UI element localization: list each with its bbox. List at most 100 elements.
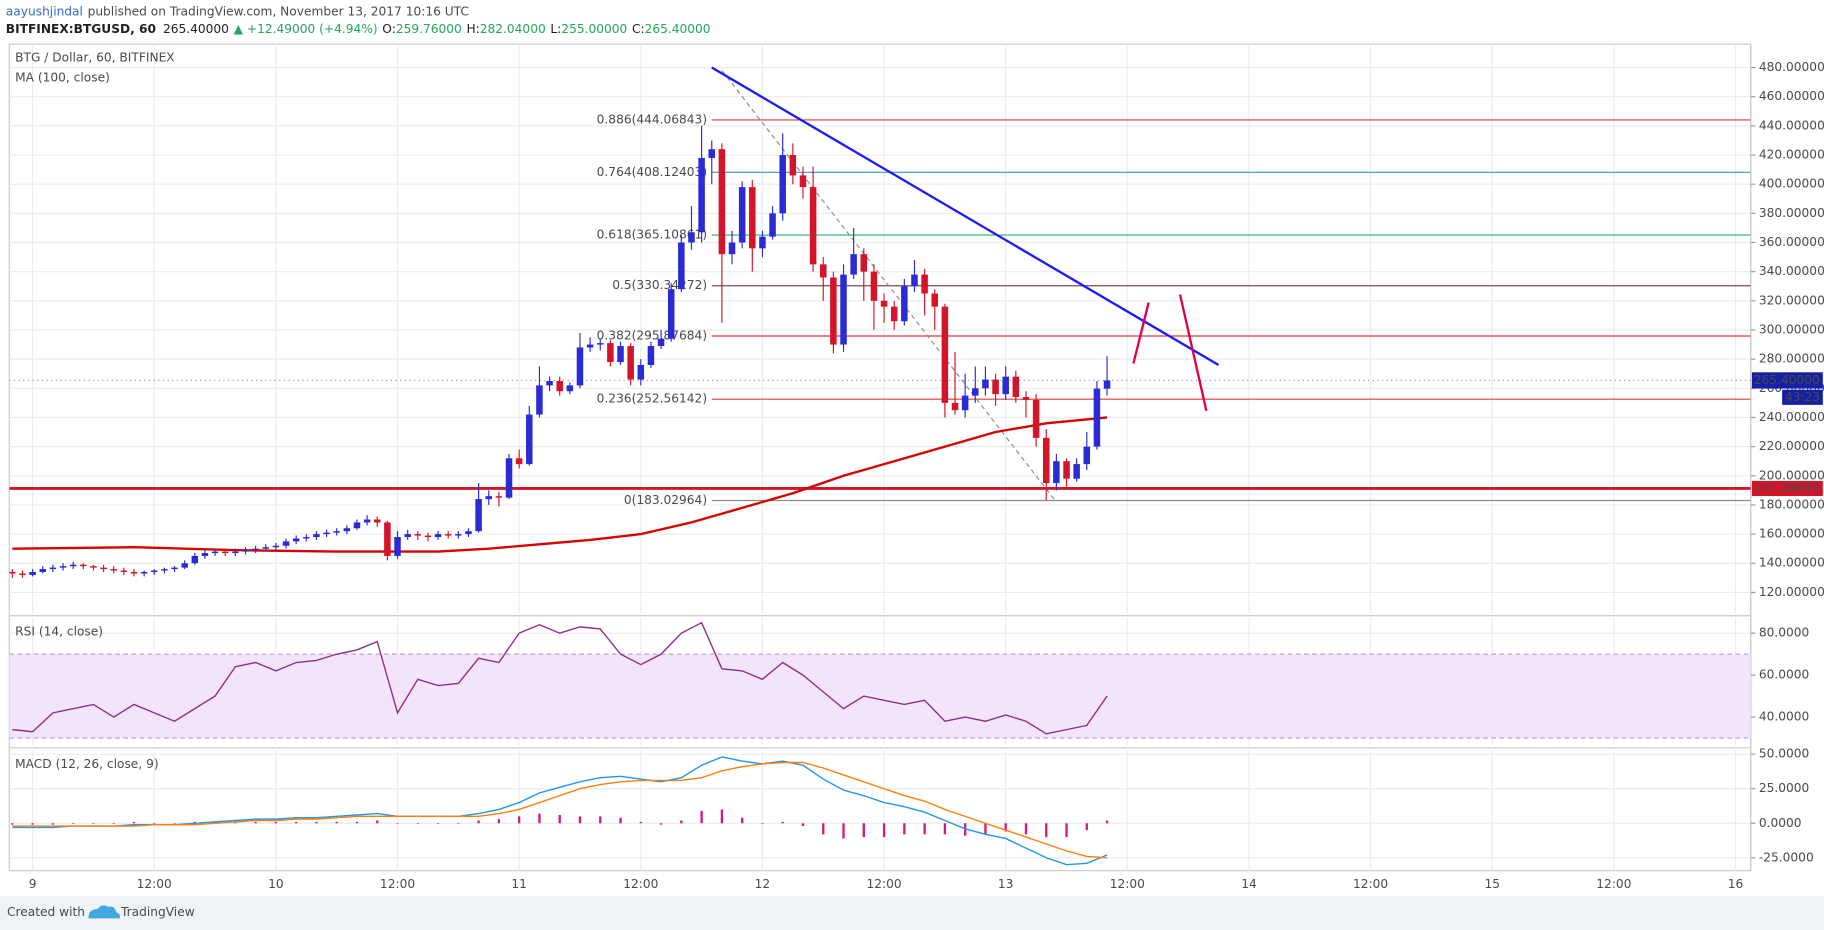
candle-body <box>9 571 16 574</box>
candle-body <box>1002 376 1009 395</box>
histogram-bar <box>436 823 440 824</box>
candle-body <box>586 344 594 348</box>
histogram-bar <box>923 823 926 835</box>
candle-body <box>505 458 513 498</box>
candle-body <box>171 567 178 570</box>
candle-body <box>657 338 665 347</box>
y-tick-label: 340.00000 <box>1759 264 1824 278</box>
fib-label: 0.382(295.87684) <box>597 328 707 342</box>
candle-body <box>911 274 918 287</box>
ohlc-label: O: <box>382 22 396 36</box>
candle-body <box>150 570 158 572</box>
candle-body <box>404 534 411 538</box>
candle-body <box>262 547 270 549</box>
x-tick-label: 16 <box>1728 877 1744 891</box>
x-tick-label: 12:00 <box>866 877 901 891</box>
candle-body <box>799 175 807 188</box>
x-tick-label: 12:00 <box>1596 877 1631 891</box>
published: published on TradingView.com, November 1… <box>88 4 469 18</box>
y-tick-label: 380.00000 <box>1759 206 1824 220</box>
y-tick-label: 80.0000 <box>1759 626 1809 640</box>
histogram-bar <box>639 821 642 824</box>
histogram-bar <box>315 821 318 824</box>
y-tick-label: 300.00000 <box>1759 322 1824 336</box>
candle-body <box>789 155 797 176</box>
x-tick-label: 12:00 <box>1353 877 1388 891</box>
candle-body <box>1053 461 1060 484</box>
histogram-bar <box>882 823 886 838</box>
candle-body <box>880 300 888 307</box>
histogram-bar <box>1105 820 1109 824</box>
candle-body <box>718 149 726 255</box>
candle-body <box>840 274 847 345</box>
x-tick-label: 12:00 <box>380 877 415 891</box>
histogram-bar <box>355 821 359 824</box>
histogram-bar <box>1024 823 1028 835</box>
x-tick-label: 15 <box>1484 877 1500 891</box>
candle-body <box>860 254 868 272</box>
candle-body <box>242 550 249 552</box>
y-tick-label: 50.0000 <box>1759 747 1809 761</box>
histogram-bar <box>254 821 257 824</box>
plot-layer: 9 12:00 10 12:00 11 12:00 12 12:00 13 12:00 14 12:0… <box>9 44 1824 891</box>
candle-body <box>475 499 482 532</box>
candle-body <box>556 381 563 392</box>
histogram-bar <box>781 821 784 824</box>
candle-body <box>596 343 604 345</box>
candle-body <box>313 534 320 538</box>
ohlc-label: C: <box>632 22 645 36</box>
histogram-bar <box>132 821 136 824</box>
author-link[interactable]: aayushjindal <box>6 4 83 18</box>
candle-body <box>80 564 87 567</box>
candle-body <box>749 187 756 249</box>
change: ▲ +12.49000 (+4.94%) <box>234 22 378 36</box>
fib-diagonal <box>721 70 1057 503</box>
candle-body <box>130 571 138 574</box>
candle-body <box>29 571 36 575</box>
indicator-line <box>12 761 1108 859</box>
candle-body <box>120 570 128 572</box>
x-tick-label: 10 <box>268 877 284 891</box>
y-tick-label: 240.00000 <box>1759 410 1824 424</box>
histogram-bar <box>903 823 906 835</box>
candle-body <box>424 535 432 538</box>
candle-body <box>982 379 989 389</box>
candle-body <box>1042 437 1050 484</box>
x-tick-label: 12 <box>755 877 771 891</box>
y-tick-label: 140.00000 <box>1759 556 1824 570</box>
x-tick-label: 12:00 <box>623 877 658 891</box>
y-tick-label: 400.00000 <box>1759 177 1824 191</box>
candle-body <box>830 277 837 345</box>
publish-line: aayushjindal published on TradingView.com… <box>6 4 469 18</box>
candle-body <box>546 381 553 386</box>
histogram-bar <box>558 814 561 824</box>
ohlc-label: L: <box>550 22 561 36</box>
histogram-bar <box>862 823 865 838</box>
candle-body <box>272 545 280 548</box>
histogram-bar <box>761 823 764 824</box>
y-tick-label: 60.0000 <box>1759 668 1809 682</box>
y-tick-label: 120.00000 <box>1759 585 1824 599</box>
candle-body <box>394 537 401 556</box>
y-tick-label: 480.00000 <box>1759 60 1824 74</box>
candle-body <box>90 566 97 568</box>
candle-body <box>931 293 939 307</box>
candle-body <box>779 155 786 214</box>
footer-brand[interactable]: TradingView <box>120 905 195 919</box>
candle-body <box>303 537 310 539</box>
x-tick-label: 9 <box>29 877 37 891</box>
last-price: 265.40000 <box>163 22 229 36</box>
candle-body <box>1093 388 1101 447</box>
histogram-bar <box>497 819 501 824</box>
candle-body <box>69 564 77 567</box>
candle-body <box>941 306 949 403</box>
fib-label: 0.618(365.10861) <box>597 228 707 242</box>
candle-body <box>576 347 584 386</box>
histogram-bar <box>72 823 75 824</box>
histogram-bar <box>619 817 622 824</box>
symbol: BITFINEX:BTGUSD, 60 <box>6 22 156 36</box>
y-tick-label: 220.00000 <box>1759 439 1824 453</box>
projection-arrow <box>1178 294 1208 412</box>
histogram-bar <box>1045 823 1048 838</box>
